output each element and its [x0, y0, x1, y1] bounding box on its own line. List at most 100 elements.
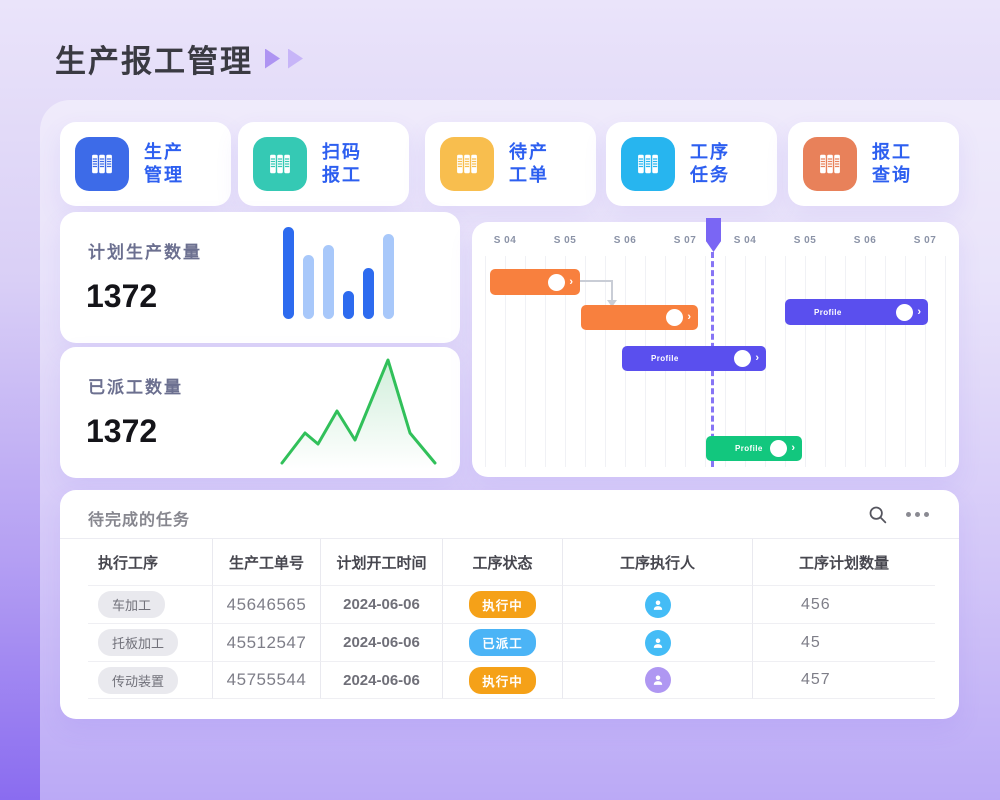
- column-header: 计划开工时间: [321, 539, 443, 585]
- planned-production-card: 计划生产数量 1372: [60, 212, 460, 343]
- nav-report-query[interactable]: 报工 查询: [788, 122, 959, 206]
- divider: [60, 538, 959, 539]
- mini-line-chart: [280, 358, 437, 469]
- status-badge: 已派工: [469, 629, 536, 656]
- planned-quantity: 456: [753, 585, 935, 623]
- arrow-right-icon: [288, 48, 303, 69]
- nav-production-management[interactable]: 生产 管理: [60, 122, 231, 206]
- order-number: 45755544: [226, 670, 307, 689]
- mini-bar: [323, 245, 334, 319]
- status-badge: 执行中: [469, 591, 536, 618]
- chevron-right-icon: ›: [917, 305, 921, 318]
- order-number: 45512547: [226, 632, 307, 652]
- books-icon: [75, 137, 129, 191]
- table-actions: [867, 504, 929, 525]
- gantt-chart-card: S 04 S 05 S 06 S 07 S 04 S 05 S 06 S 07 …: [472, 218, 959, 477]
- timeline-label: S 06: [613, 235, 637, 246]
- pending-tasks-card: 待完成的任务 执行工序 生产工单号 计划开工时间 工序状态 工序执行人 工序计划…: [60, 490, 959, 719]
- column-header: 执行工序: [88, 539, 213, 585]
- timeline-label: S 05: [553, 235, 577, 246]
- column-header: 工序计划数量: [798, 554, 889, 572]
- stat-value: 1372: [86, 278, 158, 314]
- timeline-label: S 07: [673, 235, 697, 246]
- drag-handle[interactable]: [548, 273, 566, 291]
- user-avatar: [644, 629, 671, 656]
- gantt-task-bar[interactable]: ›: [581, 305, 698, 330]
- chevron-right-icon: ›: [687, 311, 691, 323]
- planned-quantity: 457: [753, 661, 935, 699]
- start-date: 2024-06-06: [343, 634, 420, 651]
- timeline-label: S 04: [733, 235, 757, 246]
- dependency-connector: [611, 280, 613, 300]
- chevron-right-icon: ›: [569, 275, 573, 288]
- chevron-right-icon: ›: [791, 442, 795, 454]
- nav-pending-orders[interactable]: 待产 工单: [425, 122, 596, 206]
- drag-handle[interactable]: [770, 440, 788, 457]
- mini-bar: [283, 227, 294, 319]
- order-number: 45646565: [226, 594, 307, 614]
- drag-handle[interactable]: [666, 309, 684, 326]
- drag-handle[interactable]: [734, 350, 752, 367]
- timeline-label: S 05: [793, 235, 817, 246]
- user-avatar: [644, 667, 671, 693]
- dependency-connector: [580, 280, 613, 282]
- column-header: 生产工单号: [213, 539, 321, 585]
- chevron-right-icon: ›: [755, 352, 759, 364]
- nav-label: 报工 查询: [872, 141, 912, 185]
- books-icon: [803, 137, 857, 191]
- nav-label: 待产 工单: [509, 141, 549, 185]
- timeline-label: S 04: [493, 235, 517, 246]
- process-badge: 传动装置: [98, 666, 179, 694]
- more-options-icon[interactable]: [906, 512, 929, 517]
- bar-label: Profile: [651, 354, 679, 363]
- planned-quantity: 45: [753, 623, 935, 661]
- gantt-task-bar[interactable]: Profile ›: [785, 299, 928, 325]
- timeline-label: S 06: [853, 235, 877, 246]
- books-icon: [621, 137, 675, 191]
- stat-value: 1372: [86, 413, 158, 449]
- mini-bar-chart: [283, 224, 394, 319]
- status-badge: 执行中: [469, 666, 536, 694]
- bar-label: Profile: [814, 307, 842, 317]
- page-title: 生产报工管理: [55, 44, 253, 79]
- search-icon[interactable]: [867, 504, 888, 525]
- nav-scan-report[interactable]: 扫码 报工: [238, 122, 409, 206]
- mini-bar: [363, 268, 374, 319]
- column-header: 工序执行人: [563, 539, 753, 585]
- dispatched-quantity-card: 已派工数量 1372: [60, 347, 460, 478]
- nav-label: 生产 管理: [144, 141, 184, 185]
- tasks-table: 执行工序 生产工单号 计划开工时间 工序状态 工序执行人 工序计划数量 车加工 …: [88, 539, 935, 699]
- gantt-task-bar[interactable]: ›: [490, 269, 580, 295]
- process-badge: 车加工: [98, 591, 166, 618]
- table-title: 待完成的任务: [88, 512, 191, 529]
- mini-bar: [383, 234, 394, 319]
- bar-label: Profile: [735, 444, 763, 453]
- user-avatar: [644, 591, 671, 618]
- table-row: 托板加工 45512547 2024-06-06 已派工 45: [88, 623, 935, 661]
- books-icon: [253, 137, 307, 191]
- books-icon: [440, 137, 494, 191]
- table-row: 传动装置 45755544 2024-06-06 执行中 457: [88, 661, 935, 699]
- arrow-right-icon: [265, 48, 280, 69]
- table-header-row: 执行工序 生产工单号 计划开工时间 工序状态 工序执行人 工序计划数量: [88, 539, 935, 585]
- mini-bar: [343, 291, 354, 319]
- mini-bar: [303, 255, 314, 319]
- table-row: 车加工 45646565 2024-06-06 执行中 456: [88, 585, 935, 623]
- process-badge: 托板加工: [98, 629, 179, 656]
- stat-title: 已派工数量: [88, 378, 183, 397]
- dependency-arrow-icon: [607, 300, 617, 307]
- start-date: 2024-06-06: [343, 671, 420, 689]
- gantt-task-bar[interactable]: Profile ›: [706, 436, 802, 461]
- stat-title: 计划生产数量: [88, 243, 202, 262]
- timeline-label: S 07: [913, 235, 937, 246]
- drag-handle[interactable]: [896, 303, 914, 321]
- column-header: 工序状态: [443, 539, 563, 585]
- nav-label: 扫码 报工: [322, 141, 362, 185]
- page-header: 生产报工管理: [55, 36, 303, 81]
- gantt-task-bar[interactable]: Profile ›: [622, 346, 766, 371]
- nav-label: 工序 任务: [690, 141, 730, 185]
- nav-process-tasks[interactable]: 工序 任务: [606, 122, 777, 206]
- start-date: 2024-06-06: [343, 596, 420, 613]
- current-time-marker: [706, 218, 721, 252]
